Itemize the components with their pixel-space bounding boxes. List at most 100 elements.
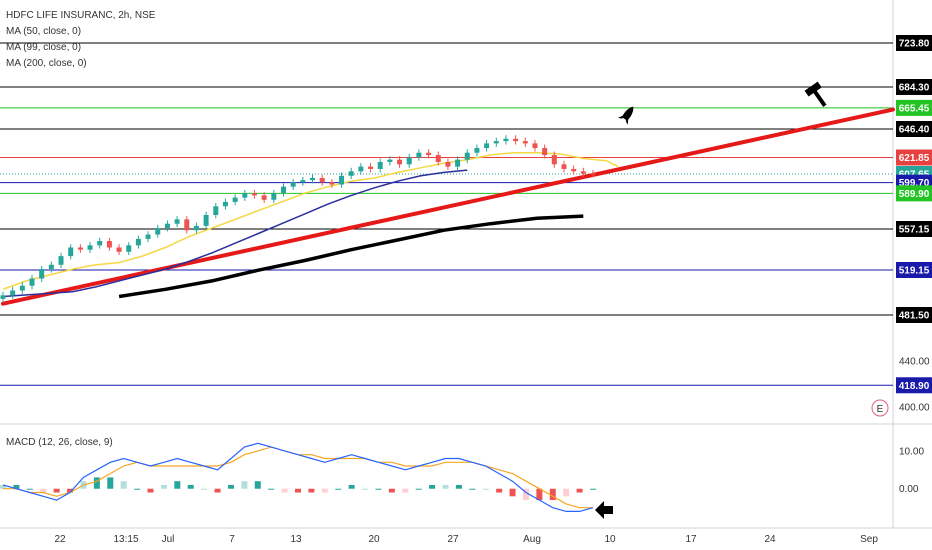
price-tag-bg-3 xyxy=(896,121,932,137)
macd-bar xyxy=(93,477,100,489)
macd-bar xyxy=(362,488,369,490)
macd-bar xyxy=(496,488,503,493)
candle-body xyxy=(29,278,35,286)
candle-body xyxy=(58,256,64,265)
candle-body xyxy=(416,152,422,158)
macd-bar xyxy=(321,488,328,493)
macd-line xyxy=(2,442,594,512)
macd-bar xyxy=(160,484,167,489)
candle-body xyxy=(358,166,364,172)
candle-body xyxy=(97,241,103,246)
macd-bar xyxy=(536,488,543,501)
candle-body xyxy=(329,182,335,185)
candle-body xyxy=(484,143,490,149)
price-tick-0: 400.00 xyxy=(899,403,930,414)
time-tick-9: 17 xyxy=(685,534,697,545)
macd-bar xyxy=(442,484,449,489)
macd-bar xyxy=(241,481,248,489)
candle-body xyxy=(300,180,306,183)
ma99-legend[interactable]: MA (99, close, 0) xyxy=(6,42,82,53)
macd-legend[interactable]: MACD (12, 26, close, 9) xyxy=(6,437,113,448)
candle-body xyxy=(542,148,548,156)
price-tag-9: 519.15 xyxy=(899,266,930,277)
price-tag-bg-0 xyxy=(896,35,932,51)
ma99-line xyxy=(2,169,468,298)
macd-bar xyxy=(429,484,436,489)
macd-bar xyxy=(469,488,476,490)
price-tag-0: 723.80 xyxy=(899,39,930,50)
macd-bar xyxy=(214,488,221,493)
time-tick-5: 20 xyxy=(368,534,380,545)
candle-body xyxy=(155,228,161,235)
price-tag-bg-8 xyxy=(896,221,932,237)
macd-bar xyxy=(576,488,583,493)
candle-body xyxy=(455,159,461,167)
candle-body xyxy=(522,141,528,144)
candle-body xyxy=(406,157,412,165)
macd-bar xyxy=(455,484,462,489)
candle-body xyxy=(397,159,403,165)
ma50-legend[interactable]: MA (50, close, 0) xyxy=(6,26,82,37)
ma200-legend[interactable]: MA (200, close, 0) xyxy=(6,58,87,69)
time-tick-7: Aug xyxy=(523,534,541,545)
earnings-marker xyxy=(871,399,889,417)
candle-body xyxy=(532,143,538,149)
candle-body xyxy=(339,175,345,185)
candle-body xyxy=(464,152,470,160)
candle-body xyxy=(0,295,6,299)
time-tick-2: Jul xyxy=(162,534,175,545)
macd-bar xyxy=(201,488,208,490)
candle-body xyxy=(251,193,257,196)
macd-bar xyxy=(563,488,570,497)
macd-bar xyxy=(335,488,342,490)
macd-bar xyxy=(281,488,288,493)
candle-body xyxy=(193,225,199,231)
candle-body xyxy=(126,245,132,252)
hammer-icon xyxy=(804,81,827,107)
candle-body xyxy=(232,197,238,202)
candle-body xyxy=(280,186,286,194)
macd-bar xyxy=(120,481,127,489)
candle-body xyxy=(551,155,557,165)
macd-bar xyxy=(254,481,261,489)
macd-bar xyxy=(348,484,355,489)
candle-body xyxy=(261,195,267,200)
time-tick-10: 24 xyxy=(764,534,776,545)
ma50-line xyxy=(2,151,619,291)
macd-tick-1: 10.00 xyxy=(899,446,924,457)
candle-body xyxy=(68,247,74,257)
price-tag-bg-2 xyxy=(896,99,932,116)
price-tag-2: 665.45 xyxy=(899,103,930,114)
candle-body xyxy=(106,241,112,248)
candle-body xyxy=(48,264,54,270)
candle-body xyxy=(474,148,480,153)
time-tick-0: 22 xyxy=(54,534,66,545)
price-tag-11: 418.90 xyxy=(899,381,930,392)
candle-body xyxy=(184,219,190,231)
price-tag-bg-7 xyxy=(896,185,932,202)
candle-body xyxy=(348,171,354,176)
macd-bar xyxy=(0,484,6,489)
macd-bar xyxy=(147,488,154,493)
arrow-left-icon xyxy=(595,501,613,519)
price-tag-bg-11 xyxy=(896,377,932,394)
time-tick-4: 13 xyxy=(290,534,302,545)
macd-bar xyxy=(268,488,275,490)
ma200-line xyxy=(118,214,584,299)
candle-body xyxy=(493,141,499,144)
time-tick-6: 27 xyxy=(447,534,459,545)
candle-body xyxy=(213,206,219,216)
time-tick-1: 13:15 xyxy=(113,534,138,545)
candle-body xyxy=(290,182,296,187)
price-tick-1: 440.00 xyxy=(899,357,930,368)
candles xyxy=(0,135,596,303)
macd-bar xyxy=(134,488,141,490)
price-tag-bg-9 xyxy=(896,262,932,278)
candle-body xyxy=(242,193,248,198)
price-tag-1: 684.30 xyxy=(899,83,930,94)
macd-bar xyxy=(40,488,47,493)
candle-body xyxy=(310,177,316,181)
macd-bar xyxy=(549,488,556,501)
